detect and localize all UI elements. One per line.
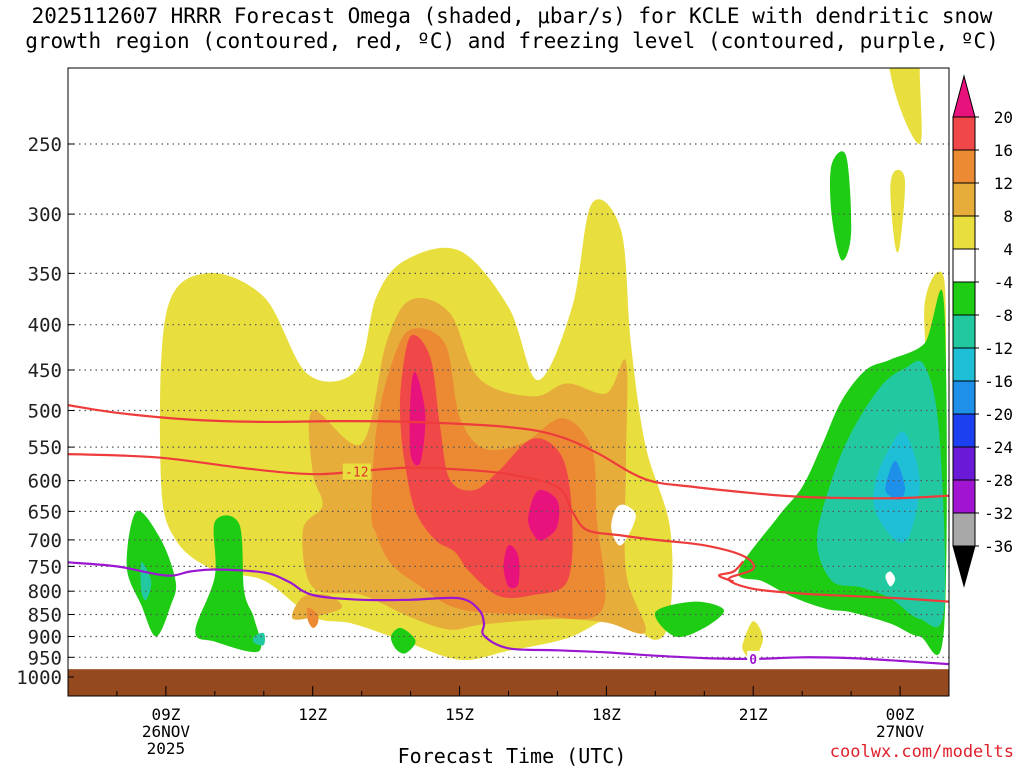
colorbar-bottom-arrow xyxy=(952,545,976,588)
title-line-2: growth region (contoured, red, ºC) and f… xyxy=(25,29,999,53)
y-tick-label-700: 700 xyxy=(28,530,62,552)
source-credit[interactable]: coolwx.com/modelts xyxy=(829,742,1014,762)
x-axis-title: Forecast Time (UTC) xyxy=(397,744,627,768)
x-tick-label-9-1: 26NOV xyxy=(142,722,191,741)
colorbar-label-11: -28 xyxy=(984,471,1013,490)
colorbar: 20 16 12 8 4 -4 -8 -12 -16 -20 -24 -28 -32 -36 xyxy=(952,74,1013,588)
x-tick-label-12-0: 12Z xyxy=(298,705,327,724)
omega-region-4-2 xyxy=(889,68,922,145)
omega-region--4-15 xyxy=(390,627,416,654)
axes: 2503003504004505005506006507007508008509… xyxy=(16,67,950,758)
y-tick-label-300: 300 xyxy=(28,204,62,226)
colorbar-label-1: 16 xyxy=(994,141,1013,160)
title-line-1: 2025112607 HRRR Forecast Omega (shaded, … xyxy=(31,4,993,28)
omega-region-4-1 xyxy=(742,621,763,660)
colorbar-label-9: -20 xyxy=(984,405,1013,424)
x-tick-label-15-0: 15Z xyxy=(445,705,474,724)
colorbar-label-6: -8 xyxy=(994,306,1013,325)
colorbar-label-4: 4 xyxy=(1003,240,1013,259)
colorbar-label-5: -4 xyxy=(994,273,1013,292)
omega-region--4-18 xyxy=(425,0,479,40)
colorbar-label-8: -16 xyxy=(984,372,1013,391)
omega-region-4-3 xyxy=(890,169,906,253)
colorbar-label-10: -24 xyxy=(984,438,1013,457)
x-tick-label-9-2: 2025 xyxy=(147,739,186,758)
y-tick-label-850: 850 xyxy=(28,605,62,627)
colorbar-bin--20 xyxy=(952,380,976,415)
omega-region-20-12 xyxy=(503,545,520,589)
freezing-label-bg xyxy=(747,650,760,666)
dgz-contour-label: -12 xyxy=(345,466,368,481)
omega-region-8-6 xyxy=(292,593,343,620)
colorbar-bin--12 xyxy=(952,314,976,349)
colorbar-label-13: -36 xyxy=(984,537,1013,556)
omega-region--16-24 xyxy=(885,460,906,500)
omega-region-20-10 xyxy=(409,371,426,466)
y-tick-label-950: 950 xyxy=(28,647,62,669)
omega-region-16-9 xyxy=(399,334,573,599)
y-tick-label-1000: 1000 xyxy=(16,667,62,689)
colorbar-top-arrow xyxy=(952,74,976,118)
x-tick-label-18-0: 18Z xyxy=(592,705,621,724)
omega-region--4-14 xyxy=(195,515,262,653)
freezing-level-label: 0 xyxy=(749,653,757,668)
chart-title: 2025112607 HRRR Forecast Omega (shaded, … xyxy=(0,4,1024,54)
y-tick-label-800: 800 xyxy=(28,581,62,603)
colorbar-label-2: 12 xyxy=(994,174,1013,193)
y-tick-label-450: 450 xyxy=(28,360,62,382)
omega-clear-patch-1 xyxy=(885,571,896,587)
colorbar-bin-8 xyxy=(952,182,976,217)
colorbar-label-12: -32 xyxy=(984,504,1013,523)
y-tick-label-600: 600 xyxy=(28,471,62,493)
dgz-contour-1 xyxy=(68,453,949,603)
colorbar-bin--4 xyxy=(952,248,976,283)
colorbar-bin--36 xyxy=(952,512,976,547)
omega-region--4-16 xyxy=(654,601,725,638)
y-tick-label-750: 750 xyxy=(28,556,62,578)
y-tick-label-250: 250 xyxy=(28,134,62,156)
y-tick-label-900: 900 xyxy=(28,627,62,649)
colorbar-label-7: -12 xyxy=(984,339,1013,358)
y-tick-label-650: 650 xyxy=(28,501,62,523)
contour-lines: -12 0 xyxy=(68,404,949,668)
colorbar-bin--28 xyxy=(952,446,976,481)
x-tick-label-24-0: 00Z xyxy=(886,705,915,724)
y-tick-label-400: 400 xyxy=(28,315,62,337)
y-tick-label-500: 500 xyxy=(28,401,62,423)
colorbar-bin-4 xyxy=(952,215,976,250)
x-tick-label-24-1: 27NOV xyxy=(876,722,925,741)
colorbar-bin--8 xyxy=(952,281,976,316)
y-tick-label-350: 350 xyxy=(28,263,62,285)
colorbar-bin-16 xyxy=(952,116,976,151)
dgz-contour-2 xyxy=(717,560,745,583)
y-tick-label-550: 550 xyxy=(28,437,62,459)
grid-lines xyxy=(68,143,949,658)
omega-region-20-11 xyxy=(528,489,560,541)
colorbar-bin--16 xyxy=(952,347,976,382)
x-tick-label-21-0: 21Z xyxy=(739,705,768,724)
omega-region-12-8 xyxy=(306,607,319,628)
colorbar-bin--24 xyxy=(952,413,976,448)
dgz-contour-0 xyxy=(68,404,949,500)
colorbar-label-0: 20 xyxy=(994,108,1013,127)
x-tick-label-9-0: 09Z xyxy=(151,705,180,724)
dgz-label-bg xyxy=(342,463,371,480)
omega-region--4-19 xyxy=(829,151,852,261)
colorbar-label-3: 8 xyxy=(1003,207,1013,226)
colorbar-bin-12 xyxy=(952,149,976,184)
colorbar-bin--32 xyxy=(952,479,976,514)
